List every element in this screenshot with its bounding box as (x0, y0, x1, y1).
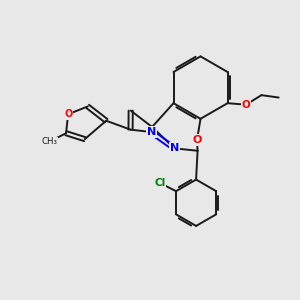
Text: N: N (147, 127, 156, 137)
Text: CH₃: CH₃ (42, 137, 58, 146)
Text: O: O (242, 100, 250, 110)
Text: Cl: Cl (154, 178, 165, 188)
Text: O: O (64, 109, 72, 119)
Text: O: O (192, 135, 202, 145)
Text: N: N (170, 143, 179, 153)
